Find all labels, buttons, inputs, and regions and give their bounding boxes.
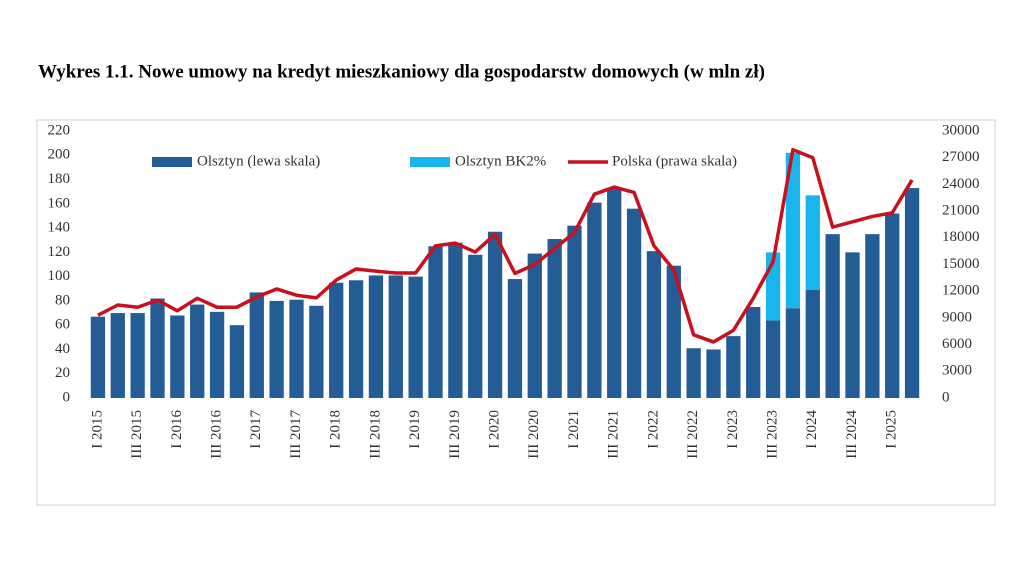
bar [646,251,662,398]
bar [90,316,106,398]
bar [805,195,820,290]
y-tick-label: 220 [48,122,71,138]
bar [170,315,185,398]
x-tick-label: III 2018 [367,410,383,459]
x-tick-label: I 2025 [884,410,900,449]
bar [507,279,523,398]
bar [229,325,245,398]
bar [825,234,840,398]
y2-tick-label: 30000 [942,122,980,138]
bar [666,265,681,398]
y2-tick-label: 6000 [942,336,972,352]
x-tick-label: I 2021 [566,410,582,449]
y-tick-label: 100 [48,268,71,284]
y2-tick-label: 15000 [942,256,980,272]
bar [845,252,860,398]
bar [190,304,205,398]
y2-tick-label: 24000 [942,176,980,192]
bar [487,231,503,398]
bar [348,280,364,398]
x-tick-label: III 2020 [526,410,542,459]
bar [209,311,225,398]
bar [785,152,801,309]
bar [865,234,880,398]
legend-label: Olsztyn BK2% [455,153,546,169]
y-tick-label: 140 [48,220,71,236]
y2-tick-label: 21000 [942,203,980,219]
chart-title: Wykres 1.1. Nowe umowy na kredyt mieszka… [38,61,765,82]
bar [368,275,384,398]
y-tick-label: 0 [63,389,71,405]
x-tick-label: I 2019 [407,410,423,449]
bar [468,254,483,398]
y-tick-label: 20 [55,365,70,381]
chart-frame [36,119,996,506]
x-tick-label: III 2017 [288,410,304,459]
bar [428,246,443,398]
x-tick-label: III 2024 [844,410,860,459]
legend-swatch [152,157,192,167]
y-tick-label: 200 [48,147,71,163]
bar [329,282,344,398]
bar [626,208,642,398]
y-tick-label: 180 [48,171,71,187]
bar [408,276,423,398]
x-tick-label: I 2023 [725,410,741,449]
x-tick-label: I 2016 [169,410,185,449]
bar [904,188,920,398]
y2-tick-label: 12000 [942,283,980,299]
x-tick-label: III 2021 [606,410,622,459]
bar [765,320,781,398]
bar [587,202,602,398]
bar [249,292,264,398]
bar [527,253,542,398]
bar [110,313,125,398]
x-tick-label: I 2020 [487,410,503,449]
bar [567,225,582,398]
line [97,147,914,344]
y2-tick-label: 27000 [942,149,980,165]
bar [448,242,463,398]
x-tick-label: III 2015 [129,410,145,459]
x-tick-label: I 2024 [804,410,820,449]
y2-tick-label: 9000 [942,309,972,325]
x-tick-label: I 2018 [328,410,344,449]
bar [289,299,304,398]
bar [805,289,820,398]
bar [686,348,701,398]
bar [269,300,284,398]
x-tick-label: III 2016 [209,410,225,459]
x-tick-label: III 2023 [765,410,781,459]
bar [726,336,741,398]
bar [706,349,721,398]
x-tick-label: III 2019 [447,410,463,459]
x-tick-label: I 2022 [645,410,661,449]
y2-tick-label: 0 [942,389,950,405]
bar [785,308,801,398]
bar [746,306,761,398]
bar [547,239,562,398]
legend-label: Olsztyn (lewa skala) [197,153,320,169]
x-tick-label: I 2015 [89,410,105,449]
y-tick-label: 80 [55,292,70,308]
x-tick-label: I 2017 [248,410,264,449]
legend-swatch [410,157,450,167]
y-tick-label: 40 [55,341,70,357]
bar [885,213,900,398]
legend-label: Polska (prawa skala) [612,153,737,169]
y-tick-label: 160 [48,195,71,211]
y2-tick-label: 3000 [942,363,972,379]
bar [309,305,324,398]
bar [150,298,165,398]
bar [388,275,403,398]
y-tick-label: 60 [55,317,70,333]
bar [130,313,145,398]
bar [607,188,622,398]
y-tick-label: 120 [48,244,71,260]
y2-tick-label: 18000 [942,229,980,245]
x-tick-label: III 2022 [685,410,701,459]
